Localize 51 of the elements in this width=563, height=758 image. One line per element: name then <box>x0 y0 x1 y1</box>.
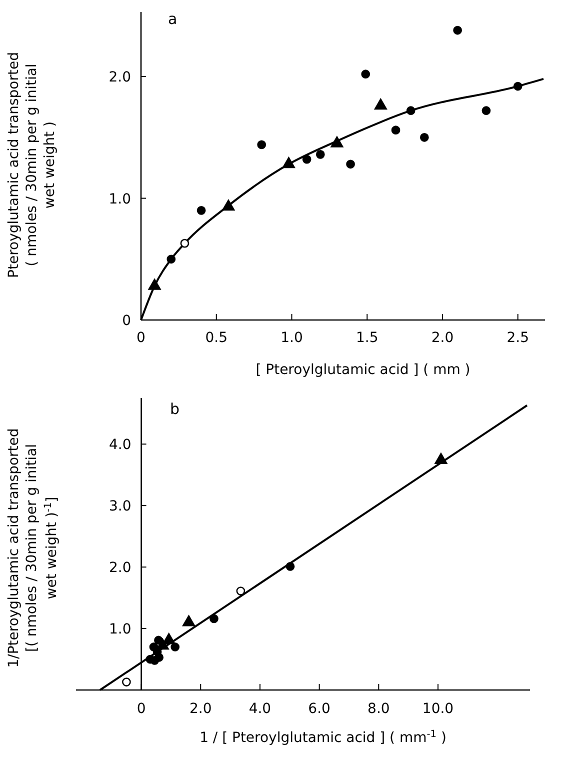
y-tick-label: 3.0 <box>109 498 132 515</box>
point <box>162 633 176 644</box>
point <box>148 278 161 290</box>
point <box>361 70 370 79</box>
point <box>122 678 131 686</box>
point <box>236 586 246 596</box>
y-tick-label: 1.0 <box>108 191 131 208</box>
y-tick-label: 0 <box>122 313 131 329</box>
point <box>170 642 180 652</box>
y-tick-label: 2.0 <box>108 70 131 86</box>
point <box>316 150 325 159</box>
point <box>182 615 196 626</box>
point <box>282 157 296 168</box>
point <box>302 154 312 164</box>
x-tick-label: 2.5 <box>506 330 529 346</box>
y-tick-label: 1.0 <box>109 622 132 638</box>
x-tick-label: 0 <box>136 330 146 346</box>
point <box>257 140 266 150</box>
y-tick-label: 4.0 <box>109 437 132 454</box>
point <box>210 614 218 624</box>
y-tick-label: 2.0 <box>109 560 132 576</box>
point <box>286 562 295 571</box>
x-tick-label: 8.0 <box>368 701 390 717</box>
x-tick-label: 4.0 <box>248 701 272 717</box>
x-tick-label: 1.5 <box>356 330 378 346</box>
point <box>406 106 416 116</box>
point <box>166 254 176 264</box>
chart-title: b <box>170 400 180 418</box>
x-axis-title: 1 / [ Pteroylglutamic acid ] ( mm$^{-1}$ ) <box>200 728 446 746</box>
x-tick-label: 0 <box>136 701 146 717</box>
x-tick-label: 1.0 <box>280 330 303 346</box>
point <box>420 132 429 142</box>
point <box>482 106 491 116</box>
point <box>196 206 206 215</box>
point <box>513 82 522 91</box>
point <box>374 98 387 110</box>
x-tick-label: 10.0 <box>422 701 454 717</box>
chart-title: a <box>168 10 178 28</box>
point <box>434 452 448 464</box>
x-tick-label: 6.0 <box>308 701 330 717</box>
point <box>330 136 344 148</box>
point <box>453 26 462 35</box>
point <box>180 238 190 248</box>
x-tick-label: 2.0 <box>431 330 454 346</box>
point <box>346 160 355 169</box>
x-axis-title: [ Pteroylglutamic acid ] ( mm ) <box>256 362 470 378</box>
x-tick-label: 2.0 <box>189 701 212 717</box>
y-axis-title: Pteroyglutamic acid transported ( nmoles / 30min per g initial wet weight ) <box>6 52 58 278</box>
point <box>391 126 400 135</box>
point <box>222 200 235 211</box>
x-tick-label: 0.5 <box>205 330 228 346</box>
